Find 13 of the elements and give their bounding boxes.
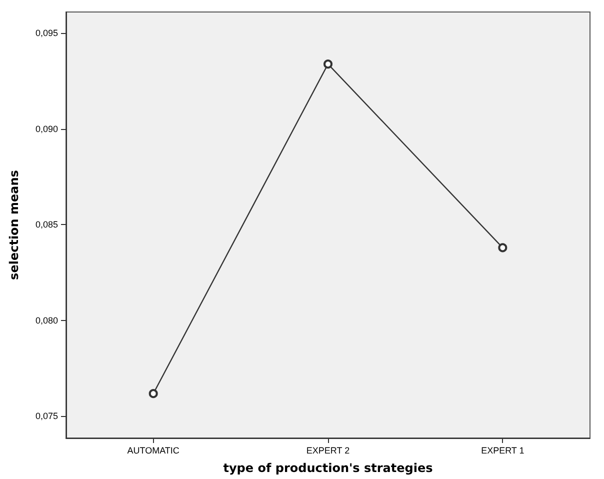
x-tick-label: AUTOMATIC (127, 446, 180, 456)
y-tick-label: 0,090 (35, 124, 58, 134)
y-tick-label: 0,080 (35, 315, 58, 326)
x-tick-label: EXPERT 2 (306, 446, 350, 456)
point (148, 389, 158, 398)
y-tick-label: 0,075 (35, 410, 58, 421)
x-axis-title: type of production's strategies (223, 461, 433, 475)
x-tick-label: EXPERT 1 (481, 446, 524, 456)
y-axis-title: selection means (7, 170, 21, 280)
point (498, 243, 508, 252)
y-tick-label: 0,085 (35, 220, 58, 230)
point (324, 60, 332, 69)
y-tick-label: 0,095 (35, 28, 58, 38)
